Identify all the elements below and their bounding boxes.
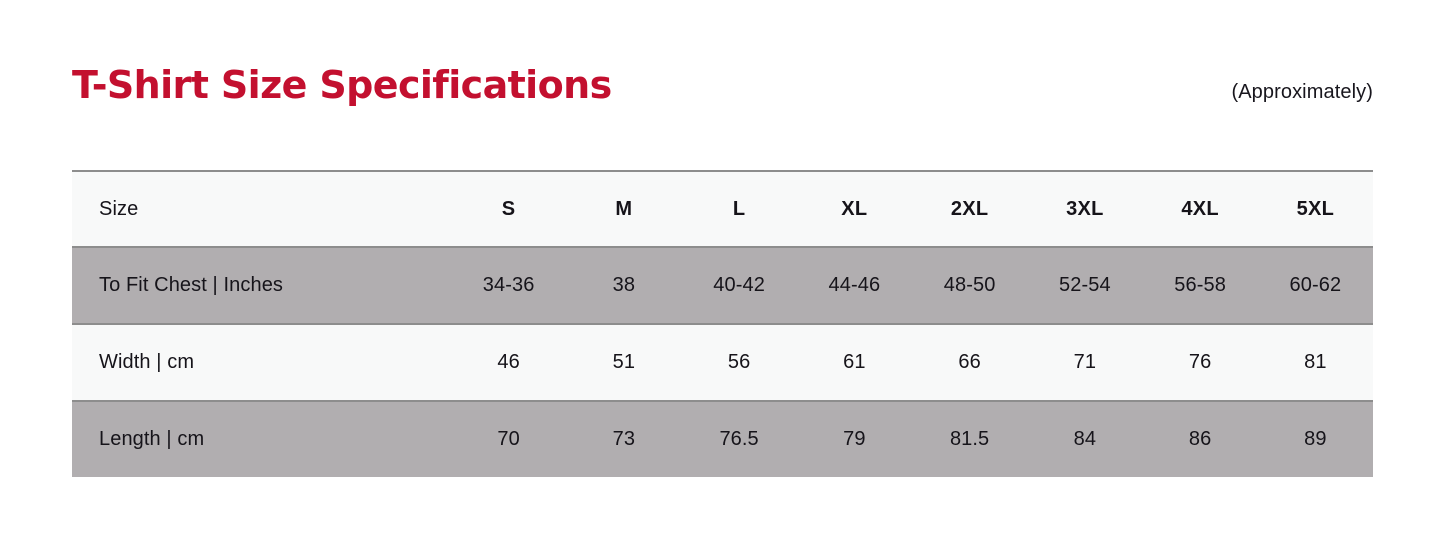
table-row-chest: To Fit Chest | Inches 34-36 38 40-42 44-… [72,247,1373,324]
page-title: T-Shirt Size Specifications [72,63,612,107]
cell-width-s: 46 [497,351,520,373]
column-header-2xl: 2XL [950,197,989,220]
column-header-s: S [501,197,516,220]
cell-length-2xl: 81.5 [949,428,990,450]
table-header-row: Size S M L XL 2XL 3XL 4XL 5XL [72,171,1373,247]
cell-length-s: 70 [497,428,520,450]
size-specifications-table: Size S M L XL 2XL 3XL 4XL 5XL To Fit Che… [72,170,1373,477]
cell-width-m: 51 [612,351,636,373]
column-header-size: Size [99,197,139,220]
table-row-width: Width | cm 46 51 56 61 66 71 76 81 [72,324,1373,401]
row-label-width: Width | cm [99,351,195,373]
cell-width-l: 56 [727,351,751,373]
cell-length-4xl: 86 [1188,428,1212,450]
column-header-l: L [732,197,746,220]
cell-chest-l: 40-42 [713,274,765,296]
column-header-3xl: 3XL [1066,197,1104,220]
cell-width-2xl: 66 [958,351,981,373]
cell-length-5xl: 89 [1304,428,1327,450]
cell-length-xl: 79 [843,428,866,450]
cell-width-3xl: 71 [1073,351,1097,373]
cell-width-4xl: 76 [1188,351,1212,373]
column-header-xl: XL [841,197,868,220]
page-header: T-Shirt Size Specifications (Approximate… [72,62,1373,122]
column-header-5xl: 5XL [1296,197,1335,220]
row-label-chest: To Fit Chest | Inches [99,274,284,296]
cell-width-xl: 61 [843,351,866,373]
cell-chest-4xl: 56-58 [1174,274,1226,296]
cell-width-5xl: 81 [1304,351,1327,373]
cell-chest-3xl: 52-54 [1059,274,1111,296]
cell-chest-s: 34-36 [482,274,535,296]
cell-chest-5xl: 60-62 [1289,274,1342,296]
approximately-note: (Approximately) [1231,81,1373,103]
table-row-length: Length | cm 70 73 76.5 79 81.5 84 86 89 [72,401,1373,477]
cell-length-l: 76.5 [719,428,759,450]
column-header-4xl: 4XL [1181,197,1219,220]
cell-chest-xl: 44-46 [828,274,881,296]
cell-length-m: 73 [612,428,636,450]
cell-length-3xl: 84 [1073,428,1097,450]
cell-chest-2xl: 48-50 [943,274,996,296]
row-label-length: Length | cm [99,428,205,450]
column-header-m: M [615,197,633,220]
cell-chest-m: 38 [612,274,636,296]
